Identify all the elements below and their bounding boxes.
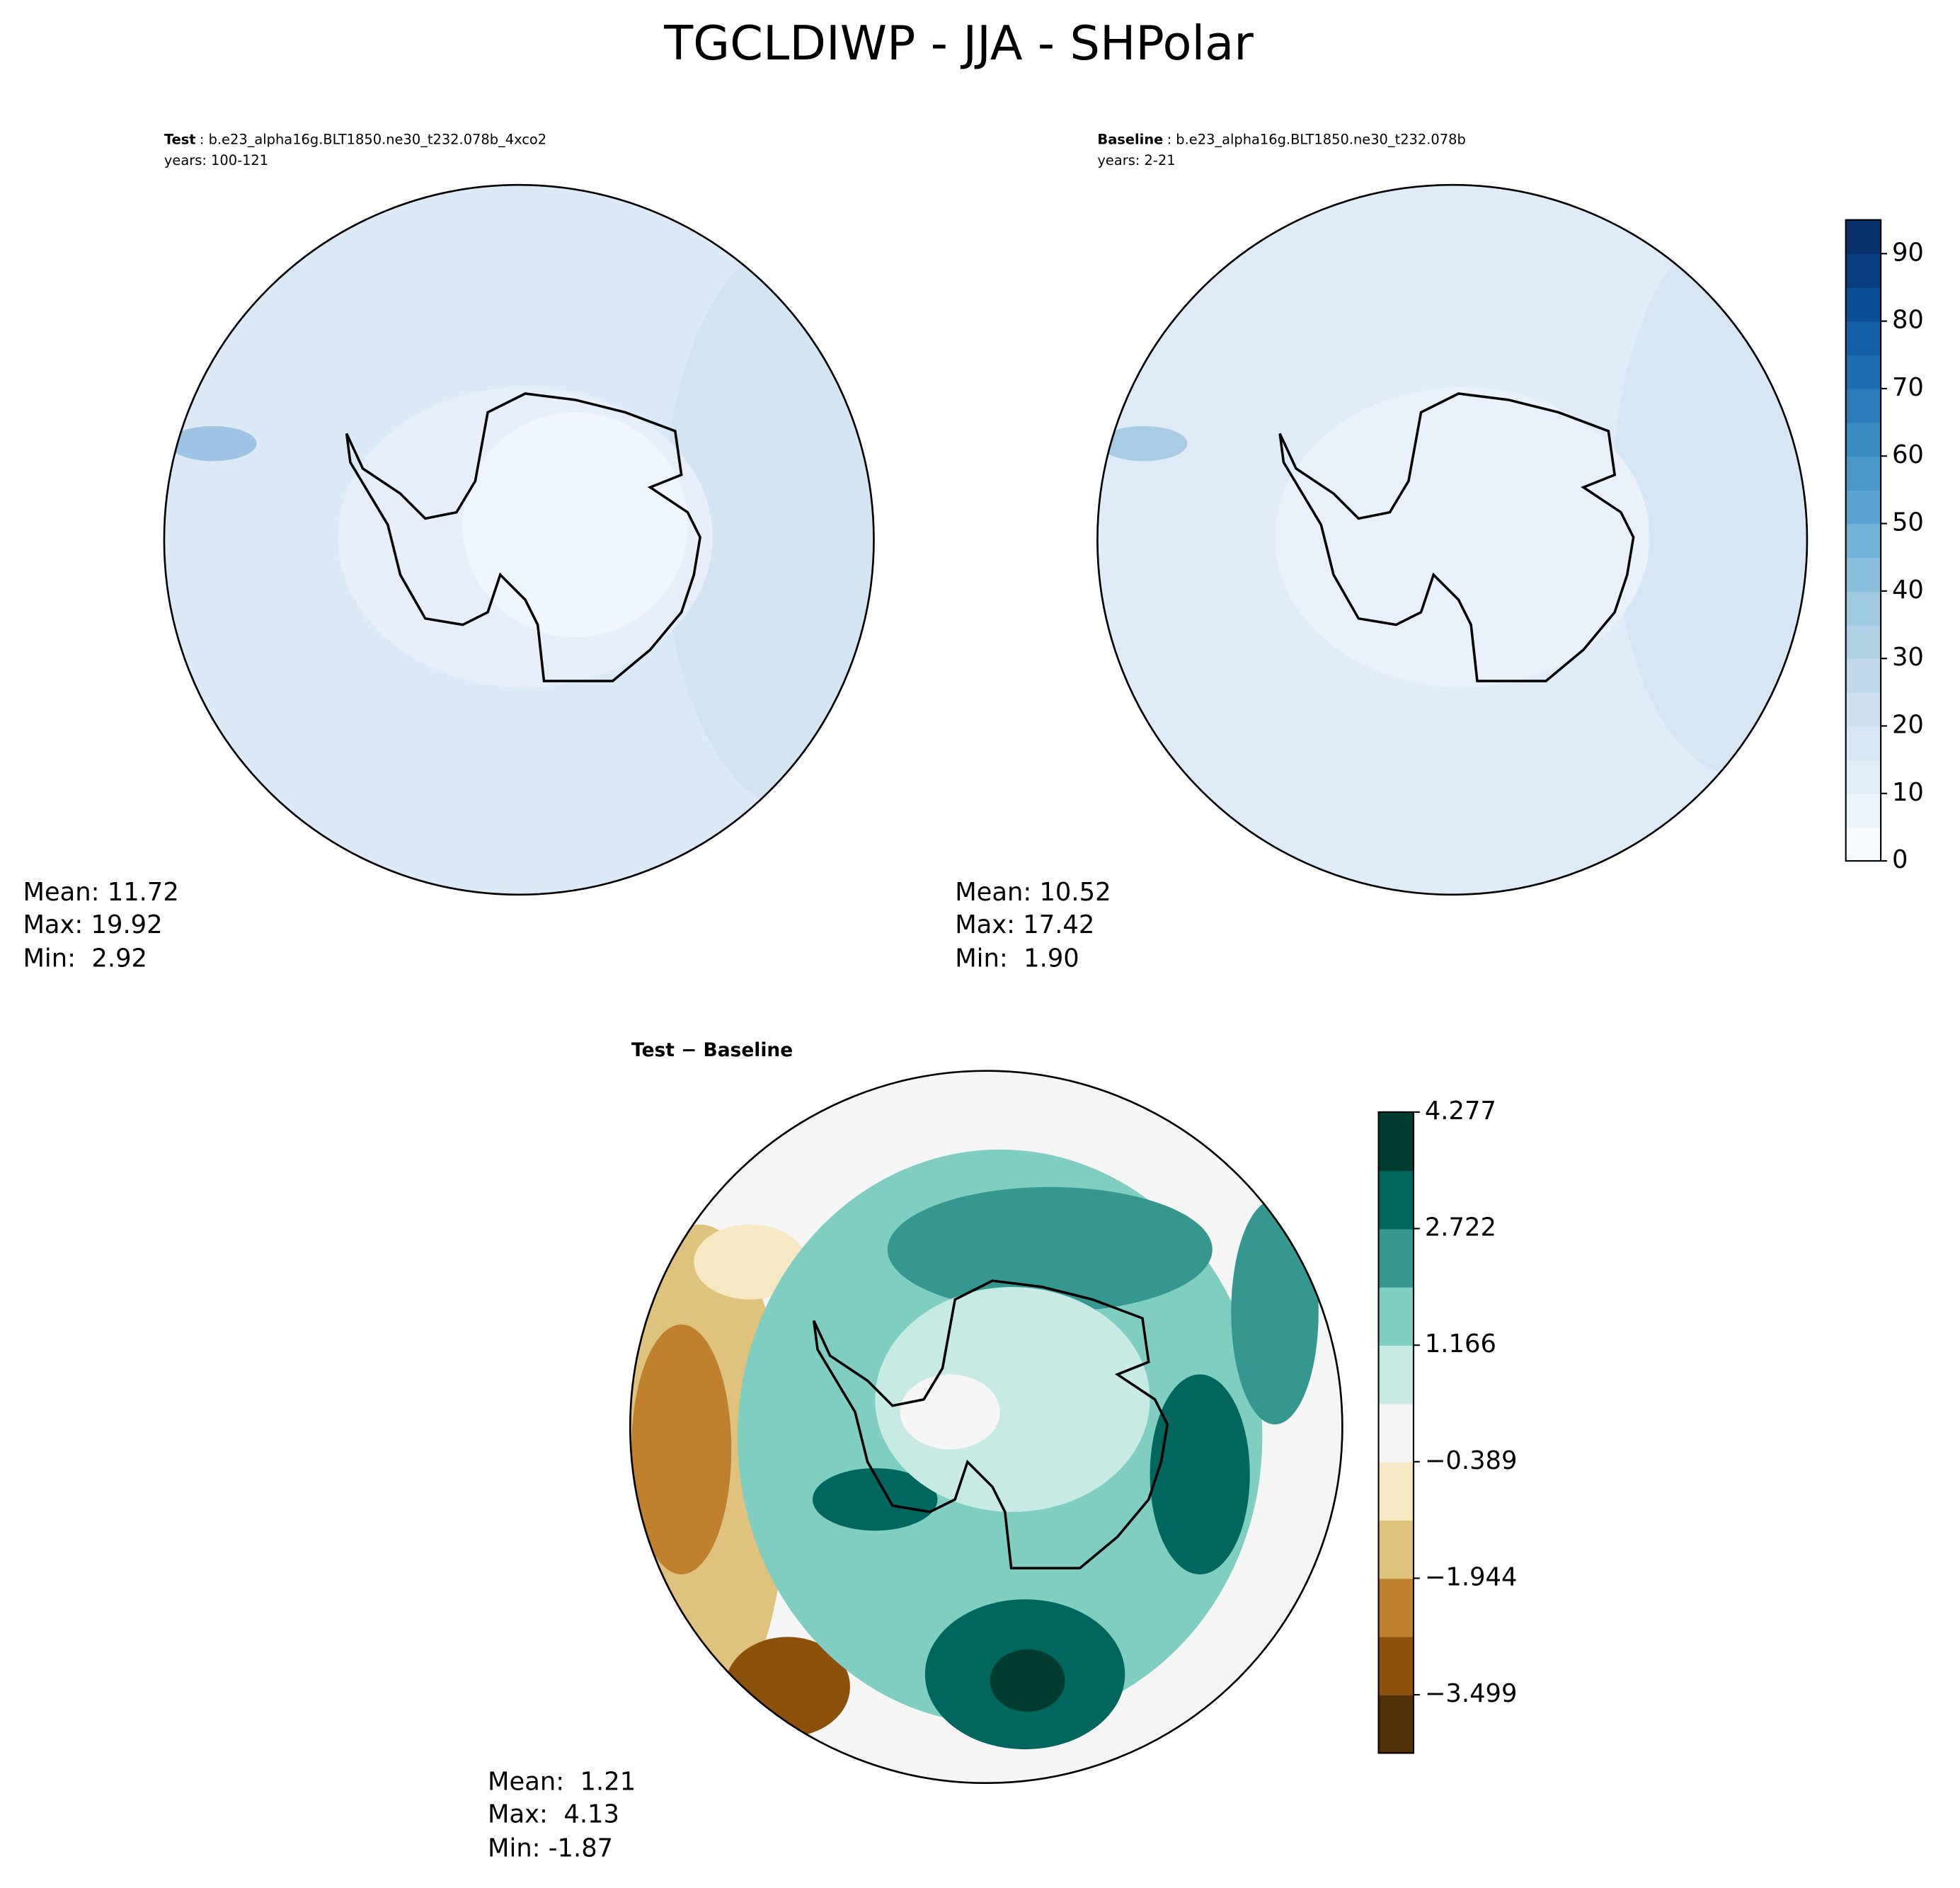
case-name: : b.e23_alpha16g.BLT1850.ne30_t232.078b_… [200, 131, 546, 147]
colorbar-tick-label: 90 [1892, 238, 1924, 267]
colorbar-tick-label: 60 [1892, 440, 1924, 469]
colorbar-band [1845, 692, 1881, 727]
map-difference [629, 1070, 1343, 1785]
contour [694, 1224, 807, 1300]
colorbar-band [1378, 1578, 1414, 1637]
colorbar-band [1845, 321, 1881, 356]
contour [1150, 1374, 1250, 1574]
colorbar-tick-label: 40 [1892, 576, 1924, 605]
colorbar-band [1845, 590, 1881, 626]
contour [990, 1649, 1065, 1712]
colorbar-band [1845, 523, 1881, 559]
panel-label: Test − Baseline [631, 1039, 793, 1061]
panel-header: Test: b.e23_alpha16g.BLT1850.ne30_t232.0… [164, 131, 546, 147]
colorbar-tick-label: 4.277 [1425, 1097, 1496, 1126]
colorbar-tick-label: 10 [1892, 778, 1924, 807]
panel-label: Baseline [1097, 131, 1163, 147]
colorbar-band [1845, 793, 1881, 828]
colorbar-band [1845, 557, 1881, 592]
colorbar-tick-label: 1.166 [1425, 1329, 1496, 1358]
colorbar-tick-label: 30 [1892, 643, 1924, 672]
map-baseline [1096, 183, 1809, 896]
colorbar-band [1845, 287, 1881, 322]
stat: Mean: 11.72 [23, 878, 178, 907]
contour [168, 425, 257, 462]
stat: Min: 1.90 [955, 944, 1079, 973]
contour [1275, 387, 1650, 687]
colorbar-tick-label: 0 [1892, 845, 1908, 874]
colorbar-tick-label: −1.944 [1425, 1562, 1518, 1591]
colorbar-band [1845, 827, 1881, 862]
years: years: 100-121 [164, 152, 268, 168]
colorbar-tick-label: 50 [1892, 508, 1924, 537]
colorbar-tick-label: 20 [1892, 710, 1924, 739]
case-name: : b.e23_alpha16g.BLT1850.ne30_t232.078b [1167, 131, 1466, 147]
colorbar-tick-label: 80 [1892, 306, 1924, 335]
map-border [1096, 183, 1809, 896]
contour [1231, 1199, 1319, 1425]
contour [887, 1186, 1213, 1312]
panel-header: Baseline: b.e23_alpha16g.BLT1850.ne30_t2… [1097, 131, 1465, 147]
colorbar-band [1845, 253, 1881, 288]
map-border [163, 183, 875, 896]
colorbar-band [1845, 658, 1881, 693]
stat: Max: 19.92 [23, 910, 162, 939]
colorbar-band [1845, 355, 1881, 389]
colorbar-band [1378, 1286, 1414, 1346]
colorbar-band [1845, 456, 1881, 491]
colorbar-band [1378, 1345, 1414, 1404]
stats: Mean: 11.72 Max: 19.92 Min: 2.92 Mean: 1… [23, 878, 1111, 1863]
colorbar-tick-label: −3.499 [1425, 1679, 1518, 1708]
colorbar-band [1845, 388, 1881, 423]
colorbar-band [1845, 219, 1881, 255]
colorbar-tick-label: 70 [1892, 373, 1924, 402]
contour [631, 1324, 732, 1574]
colorbar-band [1845, 489, 1881, 525]
stat: Min: -1.87 [488, 1833, 613, 1863]
colorbar-band [1378, 1520, 1414, 1579]
colorbar-band [1378, 1111, 1414, 1172]
contour [462, 412, 688, 638]
contour [1612, 224, 1807, 775]
stat: Mean: 10.52 [955, 878, 1111, 907]
colorbar-band [1845, 624, 1881, 660]
panel-label: Test [164, 131, 196, 147]
colorbar-band [1378, 1228, 1414, 1288]
colorbar-band [1378, 1403, 1414, 1463]
colorbar-frame [1845, 219, 1882, 862]
contour [875, 1287, 1150, 1512]
contour [1099, 425, 1188, 462]
years: years: 2-21 [1097, 152, 1175, 168]
map-border [629, 1070, 1343, 1785]
contour [812, 1468, 938, 1531]
colorbar-band [1845, 760, 1881, 794]
figure-title: TGCLDIWP - JJA - SHPolar [663, 16, 1254, 71]
stat: Min: 2.92 [23, 944, 147, 973]
stat: Max: 17.42 [955, 910, 1094, 939]
colorbar-tick-label: 2.722 [1425, 1213, 1496, 1242]
colorbar-band [1378, 1695, 1414, 1754]
map-test [163, 183, 875, 896]
colorbar-band [1845, 422, 1881, 457]
stat: Max: 4.13 [488, 1800, 619, 1829]
contour [900, 1374, 1000, 1450]
stat: Mean: 1.21 [488, 1768, 636, 1797]
colorbar-tick-label: −0.389 [1425, 1446, 1518, 1475]
colorbar-band [1845, 726, 1881, 761]
colorbar-frame [1377, 1111, 1415, 1754]
colorbar-band [1378, 1170, 1414, 1230]
colorbar-band [1378, 1636, 1414, 1695]
colorbar-band [1378, 1461, 1414, 1521]
